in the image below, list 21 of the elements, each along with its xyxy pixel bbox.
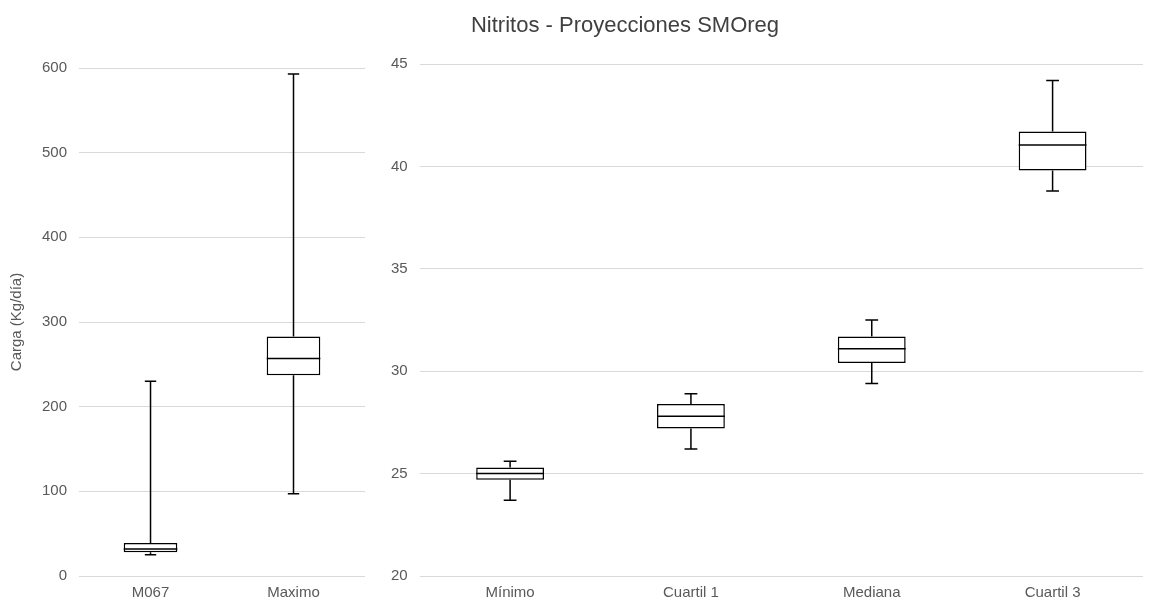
y-tick-label: 20 bbox=[391, 566, 408, 584]
y-tick-label: 40 bbox=[391, 156, 408, 174]
y-tick-label: 600 bbox=[42, 58, 68, 76]
y-tick-label: 45 bbox=[391, 54, 408, 72]
y-tick-label: 300 bbox=[42, 312, 68, 330]
y-tick-label: 30 bbox=[391, 361, 408, 379]
y-tick-label: 25 bbox=[391, 463, 408, 481]
y-tick-label: 0 bbox=[58, 566, 68, 584]
y-tick-label: 200 bbox=[42, 396, 68, 414]
x-tick-label: Maximo bbox=[267, 583, 320, 601]
x-tick-label: Mediana bbox=[842, 583, 902, 601]
y-axis-title: Carga (Kg/día) bbox=[7, 272, 25, 372]
chart-title: Nitritos - Proyecciones SMOreg bbox=[469, 12, 781, 38]
y-tick-label: 500 bbox=[42, 142, 68, 160]
x-tick-label: Mínimo bbox=[485, 583, 535, 601]
y-tick-label: 100 bbox=[42, 481, 68, 499]
x-tick-label: Cuartil 3 bbox=[1024, 583, 1081, 601]
y-tick-label: 35 bbox=[391, 258, 408, 276]
x-tick-label: M067 bbox=[131, 583, 170, 601]
y-tick-label: 400 bbox=[42, 227, 68, 245]
x-tick-label: Cuartil 1 bbox=[663, 583, 719, 601]
